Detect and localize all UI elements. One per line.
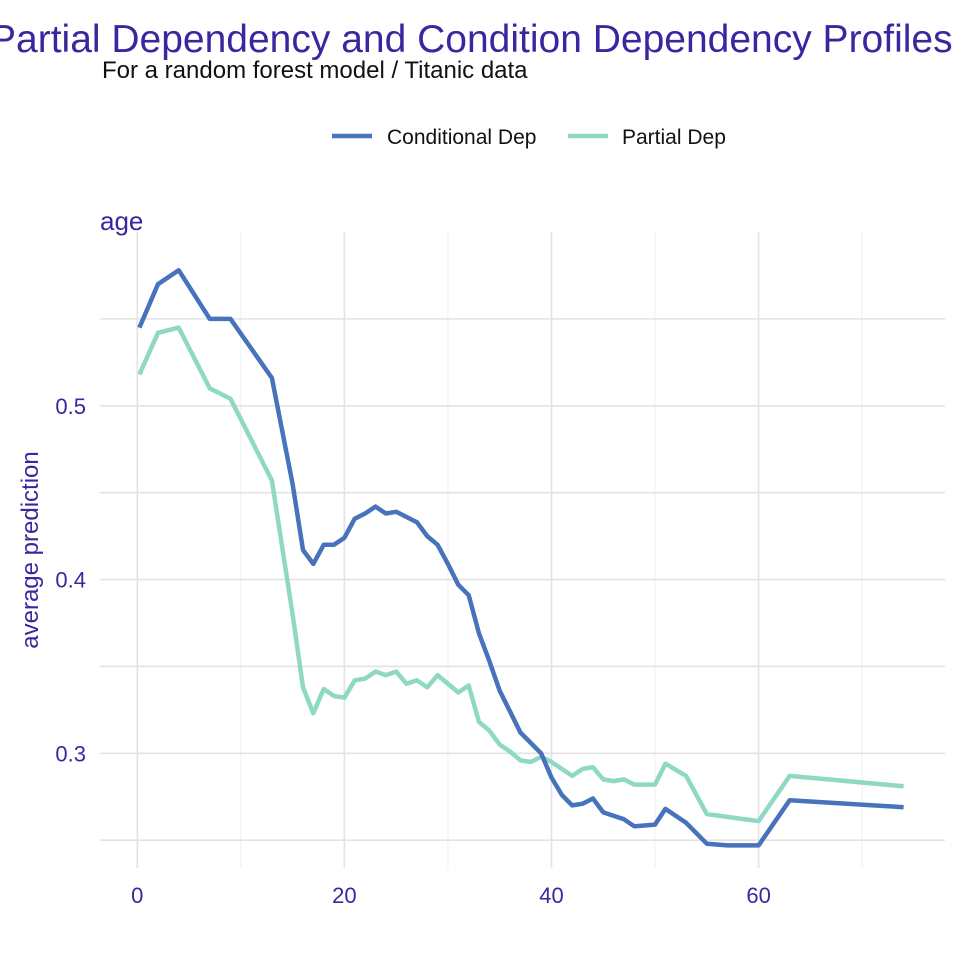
y-tick-label: 0.3 — [55, 741, 86, 766]
panel-label: age — [100, 206, 143, 236]
x-tick-label: 40 — [539, 883, 563, 908]
y-tick-label: 0.5 — [55, 394, 86, 419]
x-tick-label: 60 — [746, 883, 770, 908]
y-axis-title: average prediction — [17, 451, 44, 648]
x-tick-label: 20 — [332, 883, 356, 908]
legend-label-conditional: Conditional Dep — [387, 126, 536, 149]
chart-title: Partial Dependency and Condition Depende… — [0, 18, 953, 61]
series-line-partial — [137, 325, 904, 824]
series-lines — [137, 267, 904, 848]
series-line-conditional — [137, 267, 904, 848]
x-tick-label: 0 — [131, 883, 143, 908]
legend: Conditional Dep Partial Dep — [332, 126, 726, 149]
y-axis-ticks: 0.3 0.4 0.5 — [55, 394, 86, 767]
grid — [100, 232, 945, 868]
legend-label-partial: Partial Dep — [622, 126, 726, 149]
y-tick-label: 0.4 — [55, 568, 86, 593]
chart-subtitle: For a random forest model / Titanic data — [102, 57, 528, 84]
x-axis-ticks: 0 20 40 60 — [131, 883, 771, 908]
